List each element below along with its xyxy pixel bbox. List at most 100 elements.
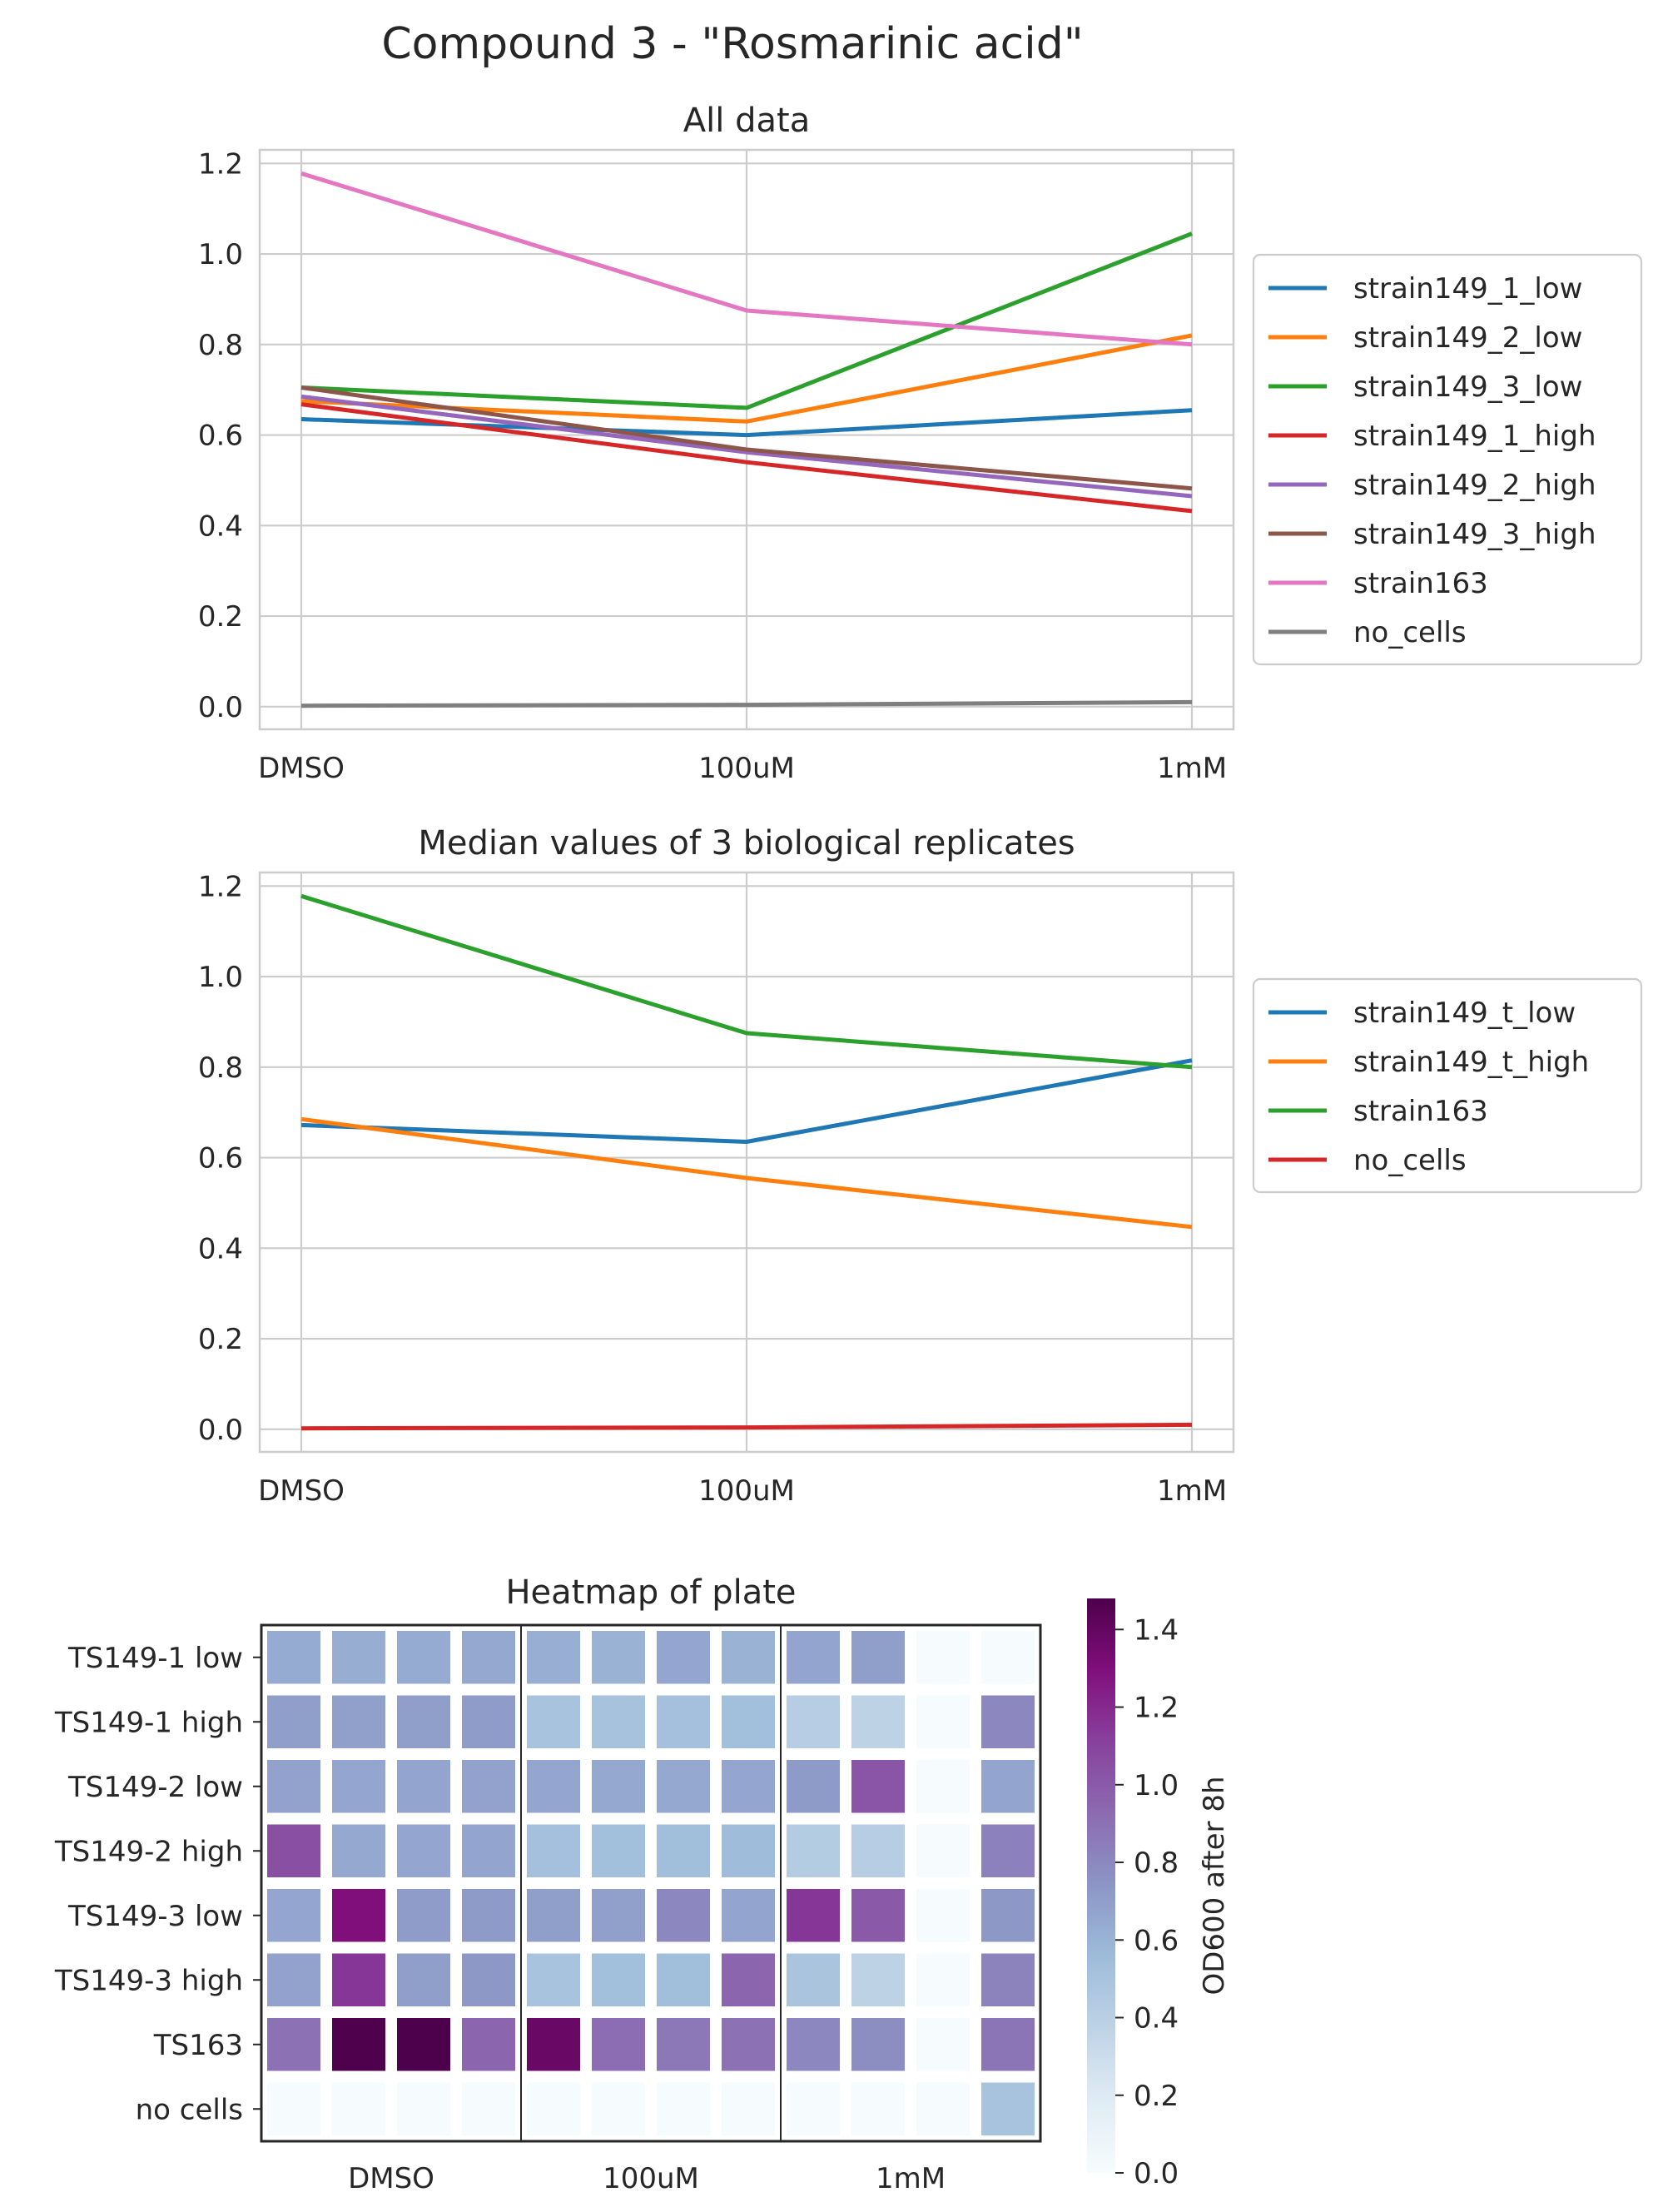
heatmap-cell — [851, 1824, 905, 1877]
heatmap-cell — [981, 1889, 1035, 1942]
chart-plate-heatmap: Heatmap of plate TS149-1 low TS149-1 high T… — [54, 1573, 1231, 2195]
heatmap-cell — [981, 2082, 1035, 2135]
heatmap-cell — [722, 1631, 775, 1684]
series-line-strain149_3_low — [300, 231, 1193, 410]
series-line-strain149_t_low — [300, 1058, 1193, 1144]
row-label: no cells — [136, 2093, 243, 2126]
heatmap-cell — [592, 2082, 645, 2135]
heatmap-cell — [527, 1953, 580, 2006]
heatmap-cell — [267, 1953, 320, 2006]
legend-entry: strain149_t_low — [1353, 997, 1576, 1030]
heatmap-cell — [592, 1824, 645, 1877]
heatmap-cell — [592, 1953, 645, 2006]
legend-entry: strain149_2_high — [1353, 469, 1596, 502]
heatmap-cell — [657, 2082, 710, 2135]
heatmap-cell — [722, 1760, 775, 1813]
heatmap-cell — [397, 1695, 450, 1748]
heatmap-cell — [397, 1631, 450, 1684]
colorbar-tick-label: 0.6 — [1134, 1924, 1179, 1957]
heatmap-cell — [851, 1889, 905, 1942]
heatmap-cell — [851, 1631, 905, 1684]
colorbar-tick-label: 1.0 — [1134, 1769, 1179, 1802]
heatmap-cell — [657, 1631, 710, 1684]
heatmap-cell — [657, 1695, 710, 1748]
heatmap-cell — [851, 1953, 905, 2006]
heatmap-cell — [267, 1824, 320, 1877]
figure-title: Compound 3 - "Rosmarinic acid" — [381, 19, 1083, 69]
y-tick-label: 1.0 — [198, 961, 243, 994]
heatmap-cell — [851, 1760, 905, 1813]
heatmap-cell — [527, 1760, 580, 1813]
y-tick-label: 0.8 — [198, 1051, 243, 1085]
heatmap-cell — [267, 1695, 320, 1748]
heatmap-cell — [332, 1824, 385, 1877]
heatmap-cell — [332, 1889, 385, 1942]
heatmap-cell — [592, 1889, 645, 1942]
heatmap-cell — [787, 1889, 840, 1942]
heatmap-cell — [722, 1889, 775, 1942]
heatmap-cell — [657, 1824, 710, 1877]
y-tick-label: 0.0 — [198, 691, 243, 724]
plot-frame — [258, 148, 1235, 731]
heatmap-cell — [787, 1695, 840, 1748]
heatmap-cell — [397, 1953, 450, 2006]
heatmap-cell — [267, 2082, 320, 2135]
y-tick-label: 0.2 — [198, 1323, 243, 1356]
heatmap-cell — [527, 1889, 580, 1942]
heatmap-cell — [851, 2082, 905, 2135]
heatmap-cell — [981, 1760, 1035, 1813]
colorbar-tick-label: 0.0 — [1134, 2157, 1179, 2190]
heatmap-cell — [657, 1953, 710, 2006]
heatmap-cell — [397, 1824, 450, 1877]
heatmap-cell — [722, 1824, 775, 1877]
heatmap-cell — [851, 1695, 905, 1748]
heatmap-cell — [397, 1760, 450, 1813]
heatmap-cell — [657, 1889, 710, 1942]
heatmap-cell — [592, 1760, 645, 1813]
x-tick-label: 1mM — [1157, 752, 1227, 785]
column-group-label: 100uM — [603, 2162, 699, 2195]
heatmap-cell — [332, 1695, 385, 1748]
heatmap-cell — [397, 1889, 450, 1942]
heatmap-cell — [787, 2018, 840, 2071]
heatmap-cell — [916, 1631, 970, 1684]
colorbar-label: OD600 after 8h — [1198, 1776, 1231, 1995]
legend-entry: strain149_t_high — [1353, 1046, 1589, 1079]
legend-entry: strain149_1_high — [1353, 420, 1596, 453]
heatmap-cell — [722, 1695, 775, 1748]
colorbar-tick-label: 1.2 — [1134, 1692, 1179, 1725]
chart-median-values: Median values of 3 biological replicates… — [198, 824, 1643, 1508]
heatmap-cell — [527, 2082, 580, 2135]
series-line-strain149_3_high — [300, 385, 1193, 491]
y-tick-label: 0.6 — [198, 420, 243, 453]
y-tick-label: 1.2 — [198, 147, 243, 181]
chart-all-data: All data 0.0 0.2 0.4 0.6 0.8 1.0 1.2 DMSO 100uM 1m… — [198, 102, 1643, 785]
heatmap-cell — [527, 1824, 580, 1877]
plot-frame — [258, 871, 1235, 1454]
heatmap-cell — [916, 2018, 970, 2071]
y-tick-label: 1.2 — [198, 870, 243, 903]
row-label: TS149-2 low — [67, 1771, 243, 1804]
legend-entry: strain163 — [1353, 567, 1488, 600]
chart-title: All data — [683, 102, 810, 140]
series-line-no_cells — [300, 699, 1193, 708]
heatmap-cell — [916, 1889, 970, 1942]
column-group-label: 1mM — [876, 2162, 946, 2195]
heatmap-cell — [787, 1760, 840, 1813]
heatmap-cell — [592, 1695, 645, 1748]
heatmap-cell — [787, 1824, 840, 1877]
heatmap-cell — [657, 2018, 710, 2071]
row-label: TS149-3 high — [54, 1964, 243, 1997]
heatmap-cell — [462, 1760, 515, 1813]
heatmap-cell — [981, 1695, 1035, 1748]
heatmap-cell — [722, 2018, 775, 2071]
heatmap-frame — [260, 1623, 1042, 2143]
heatmap-cell — [981, 1631, 1035, 1684]
row-label: TS149-1 low — [67, 1642, 243, 1675]
heatmap-cell — [916, 1695, 970, 1748]
heatmap-cell — [462, 2082, 515, 2135]
colorbar — [1087, 1598, 1115, 2173]
heatmap-cell — [916, 1824, 970, 1877]
heatmap-cell — [787, 1631, 840, 1684]
